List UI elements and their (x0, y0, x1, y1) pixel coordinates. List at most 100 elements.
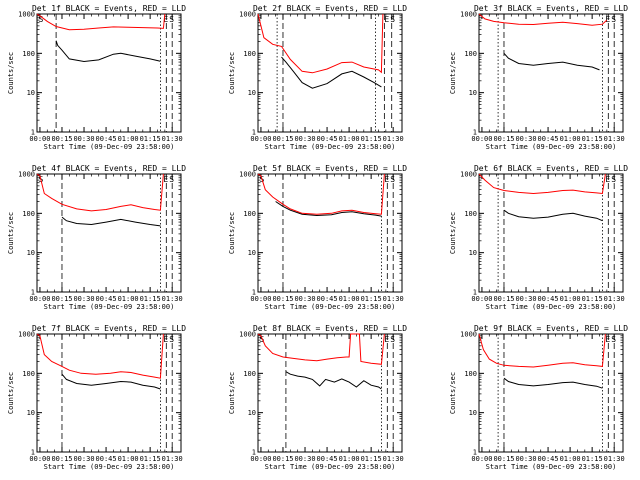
end-marker-label: E (605, 15, 610, 24)
x-tick-label: 01:15 (140, 295, 161, 303)
x-tick-label: 01:30 (162, 135, 183, 143)
y-tick-label: 1000 (18, 171, 35, 179)
y-tick-label: 10 (248, 89, 256, 97)
lld-series-line (36, 13, 166, 31)
x-tick-label: 00:45 (317, 295, 338, 303)
y-tick-label: 100 (22, 210, 35, 218)
events-series-line (503, 377, 603, 389)
lld-series-line (478, 173, 606, 195)
events-series-line (281, 56, 382, 89)
chart-panel-2: Det 2f BLACK = Events, RED = LLD 1 10 100 10… (228, 4, 407, 151)
start-marker-label: S (611, 335, 616, 344)
chart-panel-4: Det 4f BLACK = Events, RED = LLD 1 10 100 10… (7, 164, 186, 311)
chart-title: Det 4f BLACK = Events, RED = LLD (32, 164, 186, 173)
x-tick-label: 01:00 (118, 455, 139, 463)
chart-panel-6: Det 6f BLACK = Events, RED = LLD 1 10 100 10… (449, 164, 628, 311)
x-axis-label: Start Time (09-Dec-09 23:58:00) (265, 303, 396, 311)
plot-frame (478, 13, 624, 133)
x-tick-label: 00:30 (294, 455, 315, 463)
start-marker-label: S (38, 15, 43, 24)
start-marker-label: S (390, 335, 395, 344)
events-series-line (61, 216, 161, 227)
chart-title: Det 3f BLACK = Events, RED = LLD (474, 4, 628, 13)
y-tick-label: 10 (469, 249, 477, 257)
lld-series-line (478, 13, 608, 26)
y-tick-label: 1000 (239, 11, 256, 19)
x-tick-label: 00:00 (471, 455, 492, 463)
x-tick-label: 01:00 (339, 455, 360, 463)
lld-series-line (478, 333, 606, 368)
y-axis-label: Counts/sec (449, 52, 457, 94)
y-tick-label: 100 (22, 370, 35, 378)
chart-title: Det 8f BLACK = Events, RED = LLD (253, 324, 407, 333)
y-tick-label: 100 (464, 370, 477, 378)
chart-title: Det 1f BLACK = Events, RED = LLD (32, 4, 186, 13)
x-tick-label: 00:30 (515, 455, 536, 463)
x-tick-label: 00:00 (250, 135, 271, 143)
plot-frame (36, 333, 182, 453)
x-tick-label: 00:00 (471, 295, 492, 303)
x-axis-label: Start Time (09-Dec-09 23:58:00) (486, 143, 617, 151)
y-tick-label: 10 (469, 89, 477, 97)
y-axis-label: Counts/sec (228, 212, 236, 254)
y-tick-label: 1000 (18, 331, 35, 339)
x-tick-label: 00:30 (515, 135, 536, 143)
end-marker-label: E (384, 335, 389, 344)
plot-frame (257, 173, 403, 293)
y-tick-label: 1000 (239, 331, 256, 339)
lld-series-line (257, 13, 384, 74)
x-tick-label: 00:45 (538, 295, 559, 303)
x-tick-label: 01:30 (383, 295, 404, 303)
end-marker-label: E (605, 175, 610, 184)
x-axis-label: Start Time (09-Dec-09 23:58:00) (44, 463, 175, 471)
y-tick-label: 10 (248, 249, 256, 257)
events-series-line (503, 209, 603, 222)
lld-series-line (257, 173, 385, 215)
x-tick-label: 00:45 (538, 135, 559, 143)
start-marker-label: S (169, 175, 174, 184)
lld-series-line (36, 173, 164, 212)
y-axis-label: Counts/sec (7, 52, 15, 94)
x-tick-label: 00:00 (29, 135, 50, 143)
x-tick-label: 00:15 (493, 455, 514, 463)
x-tick-label: 00:30 (515, 295, 536, 303)
end-marker-label: E (163, 15, 168, 24)
x-tick-label: 01:15 (140, 135, 161, 143)
x-tick-label: 00:00 (29, 455, 50, 463)
chart-panel-9: Det 9f BLACK = Events, RED = LLD 1 10 100 10… (449, 324, 628, 471)
y-tick-label: 100 (22, 50, 35, 58)
x-axis-label: Start Time (09-Dec-09 23:58:00) (44, 303, 175, 311)
x-tick-label: 01:30 (604, 455, 625, 463)
x-tick-label: 00:15 (51, 455, 72, 463)
plot-frame (257, 13, 403, 133)
y-axis-label: Counts/sec (449, 372, 457, 414)
x-tick-label: 01:15 (582, 295, 603, 303)
x-tick-label: 00:45 (96, 135, 117, 143)
lld-series-line (36, 333, 164, 379)
x-tick-label: 01:30 (162, 455, 183, 463)
x-tick-label: 00:30 (73, 455, 94, 463)
y-axis-label: Counts/sec (228, 52, 236, 94)
y-tick-label: 10 (248, 409, 256, 417)
x-tick-label: 01:15 (582, 455, 603, 463)
start-marker-label: S (611, 15, 616, 24)
x-tick-label: 00:30 (294, 295, 315, 303)
x-tick-label: 00:15 (272, 295, 293, 303)
x-tick-label: 00:15 (272, 455, 293, 463)
events-series-line (285, 371, 382, 390)
y-tick-label: 100 (243, 210, 256, 218)
x-tick-label: 01:30 (383, 455, 404, 463)
y-tick-label: 1 (252, 129, 256, 137)
x-tick-label: 00:45 (96, 455, 117, 463)
x-tick-label: 01:30 (604, 135, 625, 143)
end-marker-label: E (605, 335, 610, 344)
y-tick-label: 100 (243, 50, 256, 58)
y-tick-label: 1000 (18, 11, 35, 19)
chart-panel-7: Det 7f BLACK = Events, RED = LLD 1 10 100 10… (7, 324, 186, 471)
x-tick-label: 01:15 (361, 455, 382, 463)
start-marker-label: S (611, 175, 616, 184)
x-tick-label: 00:30 (73, 135, 94, 143)
y-tick-label: 1000 (239, 171, 256, 179)
chart-title: Det 6f BLACK = Events, RED = LLD (474, 164, 628, 173)
